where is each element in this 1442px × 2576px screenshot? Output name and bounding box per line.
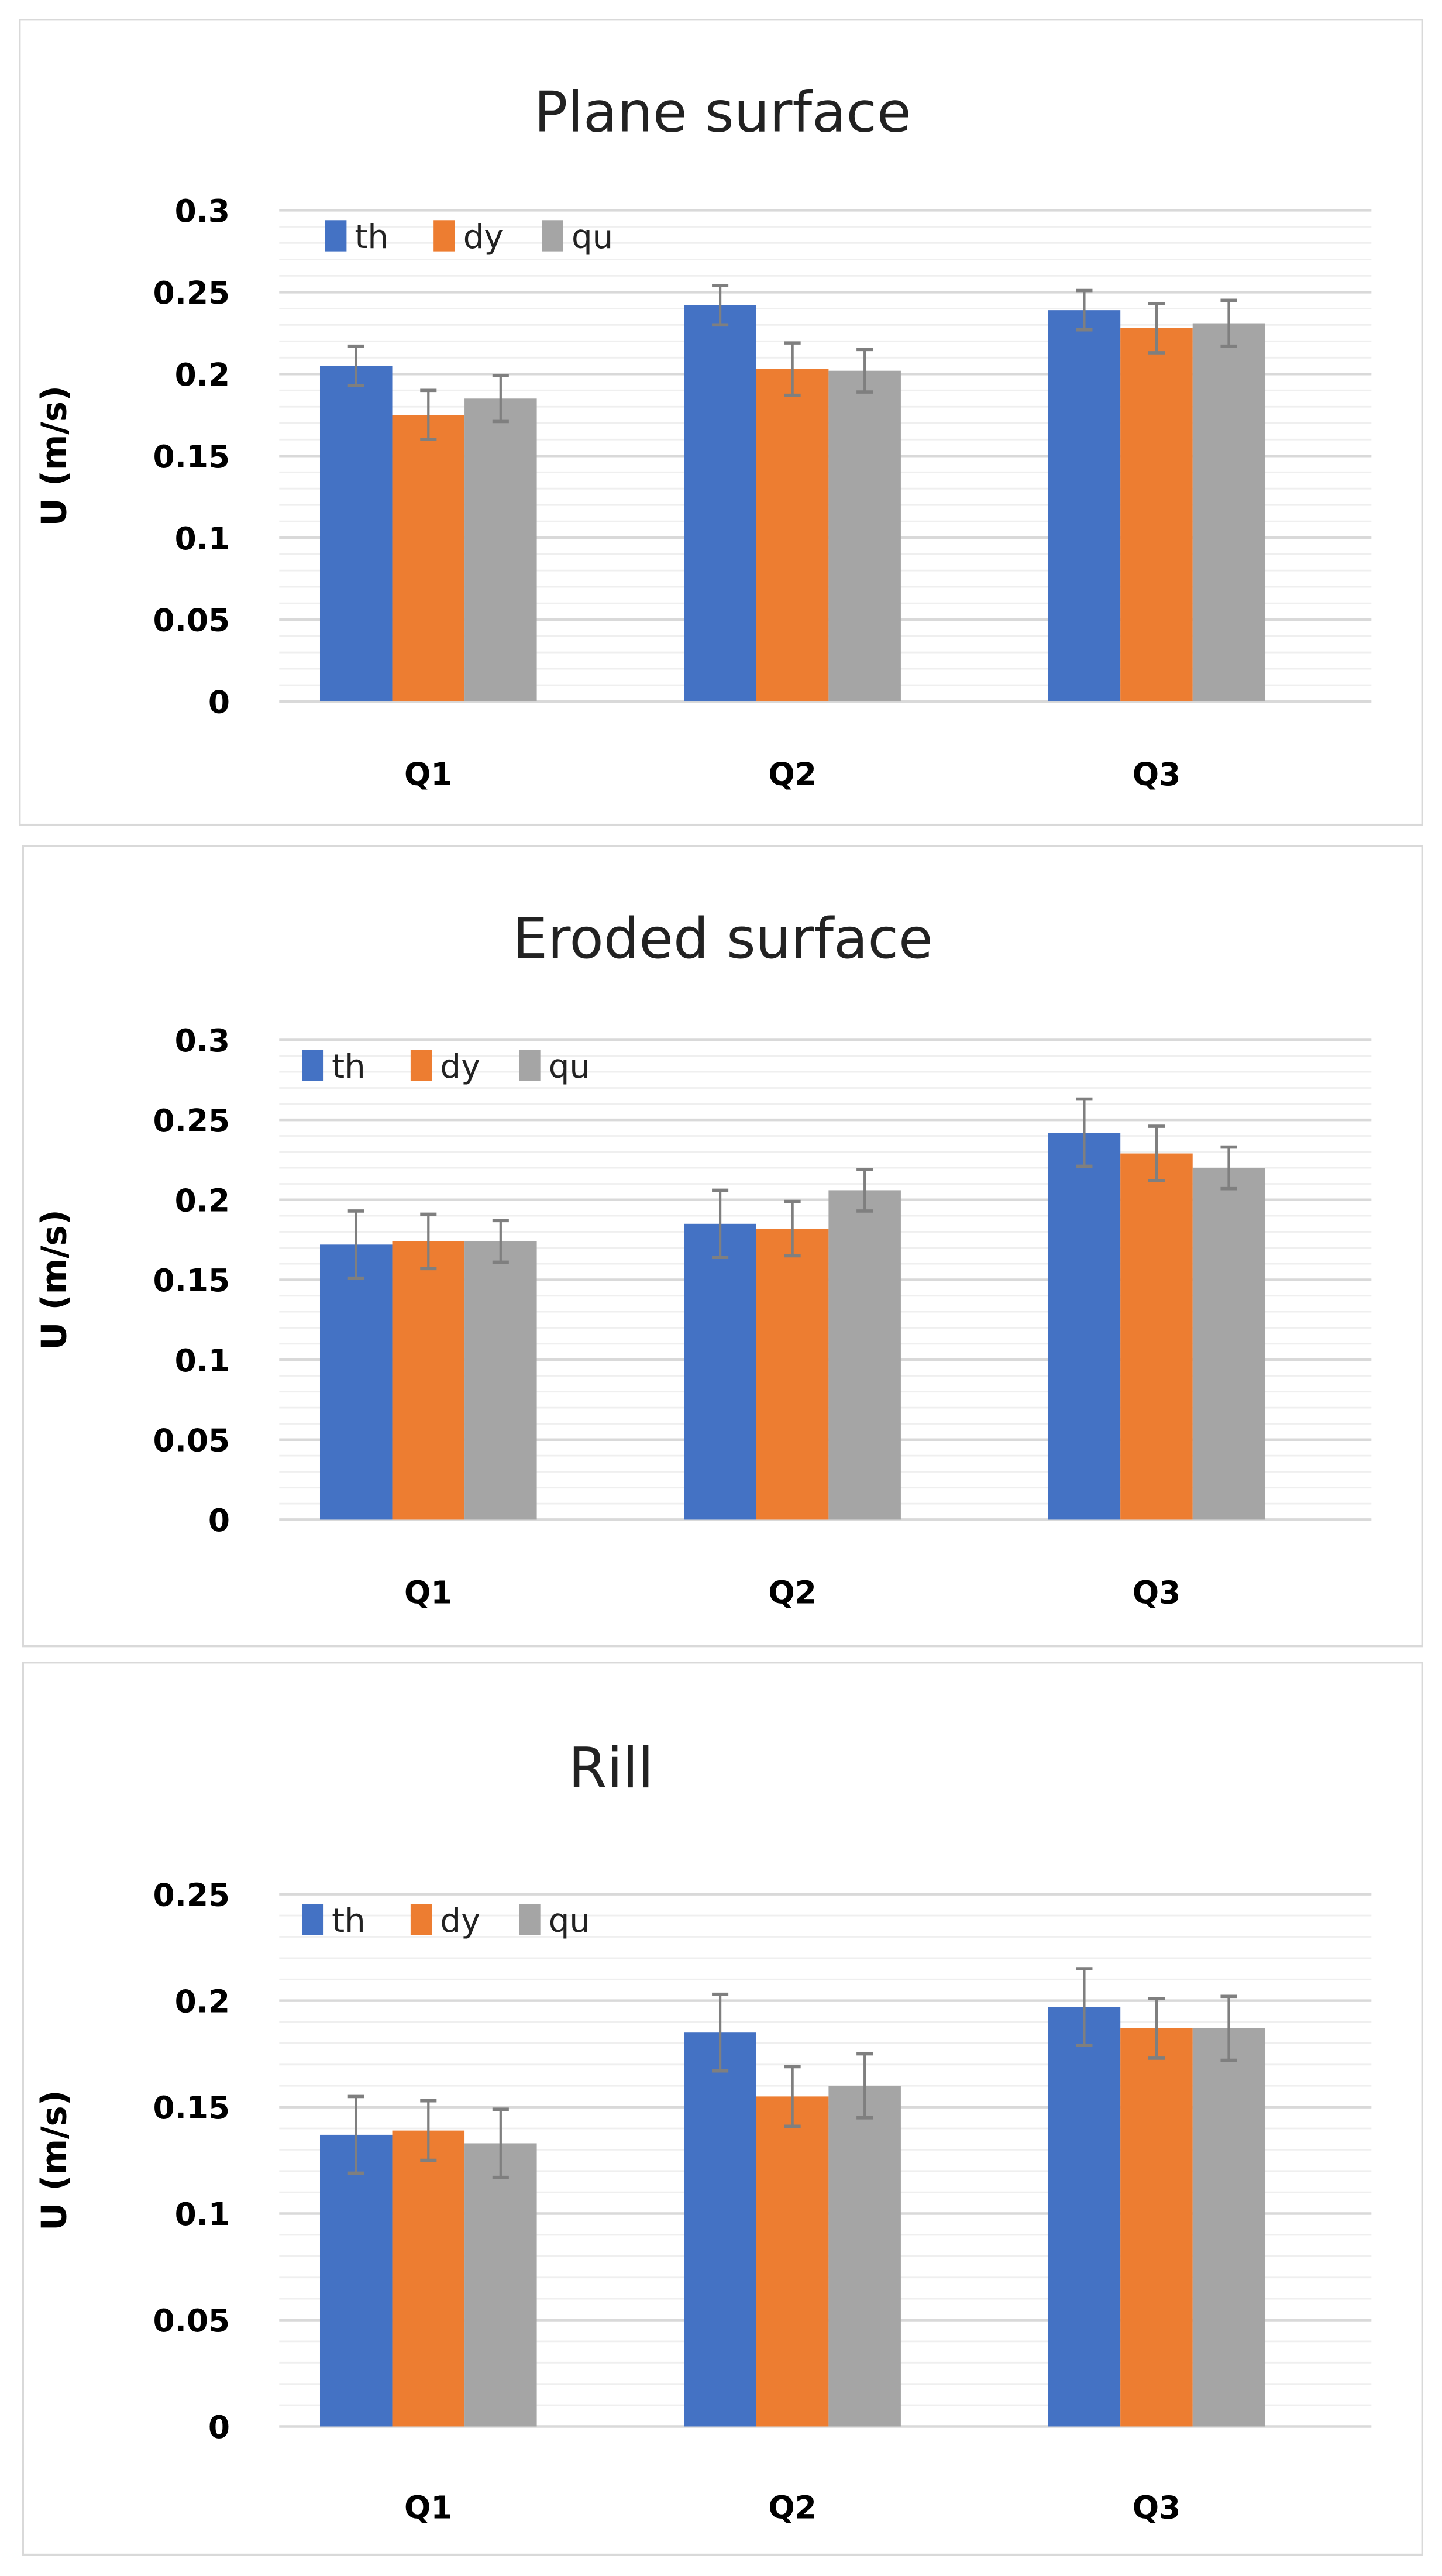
chart-title: Rill [568,1735,653,1801]
bar-th-Q3 [1048,2007,1121,2427]
bar-dy-Q2 [756,1228,829,1520]
x-tick-label: Q2 [768,756,816,793]
legend-label-th: th [332,1902,366,1940]
bar-qu-Q3 [1192,1168,1265,1520]
bar-qu-Q2 [828,2086,901,2427]
y-tick-label: 0.1 [175,1342,230,1379]
legend-swatch-dy [433,220,455,252]
chart-title: Eroded surface [512,906,933,971]
bar-qu-Q3 [1192,323,1265,702]
y-tick-label: 0.2 [175,1182,230,1219]
bar-th-Q2 [684,1223,756,1520]
bar-qu-Q2 [828,1190,901,1520]
bar-dy-Q1 [392,1241,465,1520]
chart-panel-1: Plane surface 0 0.05 0.1 0.15 0.2 0.25 0.3 U (m/… [19,19,1423,826]
y-tick-label: 0.05 [153,1422,230,1459]
chart-title: Plane surface [534,80,911,145]
bar-qu-Q2 [828,370,901,702]
legend-label-dy: dy [463,218,504,256]
bar-dy-Q3 [1120,2028,1193,2427]
x-tick-label: Q2 [768,1574,816,1611]
y-tick-label: 0.25 [153,274,230,311]
legend-swatch-dy [410,1050,432,1081]
legend-label-th: th [355,218,388,256]
y-axis-label: U (m/s) [33,1209,74,1350]
y-tick-label: 0.15 [153,2089,230,2126]
legend-swatch-th [325,220,347,252]
x-tick-label: Q2 [768,2489,816,2526]
y-tick-label: 0.1 [175,520,230,557]
y-tick-label: 0 [208,2409,230,2446]
bar-dy-Q2 [756,2096,829,2427]
bar-dy-Q1 [392,415,465,702]
bar-qu-Q3 [1192,2028,1265,2427]
y-tick-label: 0.05 [153,602,230,639]
chart-panel-2: Eroded surface 0 0.05 0.1 0.15 0.2 0.25 0.3 U (m… [22,845,1423,1648]
legend-label-dy: dy [440,1902,480,1940]
legend-label-th: th [332,1048,366,1086]
legend-label-qu: qu [572,218,613,256]
bar-qu-Q1 [464,2143,537,2427]
bar-dy-Q3 [1120,1153,1193,1520]
y-axis-label: U (m/s) [33,2090,74,2230]
y-tick-label: 0.3 [175,192,230,229]
legend-swatch-dy [410,1904,432,1935]
bar-th-Q2 [684,305,756,702]
x-tick-label: Q1 [404,756,452,793]
bar-th-Q1 [319,2134,393,2427]
legend-swatch-qu [542,220,563,252]
bar-dy-Q1 [392,2130,465,2427]
bar-th-Q1 [319,366,393,702]
legend-swatch-th [302,1050,324,1081]
bar-dy-Q3 [1120,328,1193,702]
x-tick-label: Q1 [404,2489,452,2526]
x-tick-label: Q3 [1133,756,1181,793]
y-tick-label: 0.1 [175,2196,230,2233]
y-tick-label: 0.05 [153,2302,230,2339]
bar-dy-Q2 [756,369,829,702]
bar-th-Q3 [1048,310,1121,702]
legend-label-qu: qu [549,1048,590,1086]
legend-label-qu: qu [549,1902,590,1940]
y-tick-label: 0.25 [153,1876,230,1913]
y-axis-label: U (m/s) [33,386,74,526]
y-tick-label: 0.15 [153,438,230,475]
bar-th-Q3 [1048,1133,1121,1520]
chart-panel-3: Rill 0 0.05 0.1 0.15 0.2 0.25 U (m/s) Q1 Q2 Q3 th dy… [22,1662,1423,2556]
y-tick-label: 0.25 [153,1102,230,1139]
legend-swatch-qu [519,1050,541,1081]
y-tick-label: 0.3 [175,1022,230,1059]
legend-swatch-qu [519,1904,541,1935]
bar-th-Q1 [319,1244,393,1520]
bar-qu-Q1 [464,1241,537,1520]
x-tick-label: Q3 [1133,1574,1181,1611]
y-tick-label: 0 [208,1502,230,1539]
bar-th-Q2 [684,2032,756,2427]
y-tick-label: 0 [208,684,230,721]
x-tick-label: Q3 [1133,2489,1181,2526]
y-tick-label: 0.2 [175,356,230,393]
x-tick-label: Q1 [404,1574,452,1611]
y-tick-label: 0.2 [175,1983,230,2020]
bar-qu-Q1 [464,398,537,702]
legend-swatch-th [302,1904,324,1935]
y-tick-label: 0.15 [153,1262,230,1299]
legend-label-dy: dy [440,1048,480,1086]
